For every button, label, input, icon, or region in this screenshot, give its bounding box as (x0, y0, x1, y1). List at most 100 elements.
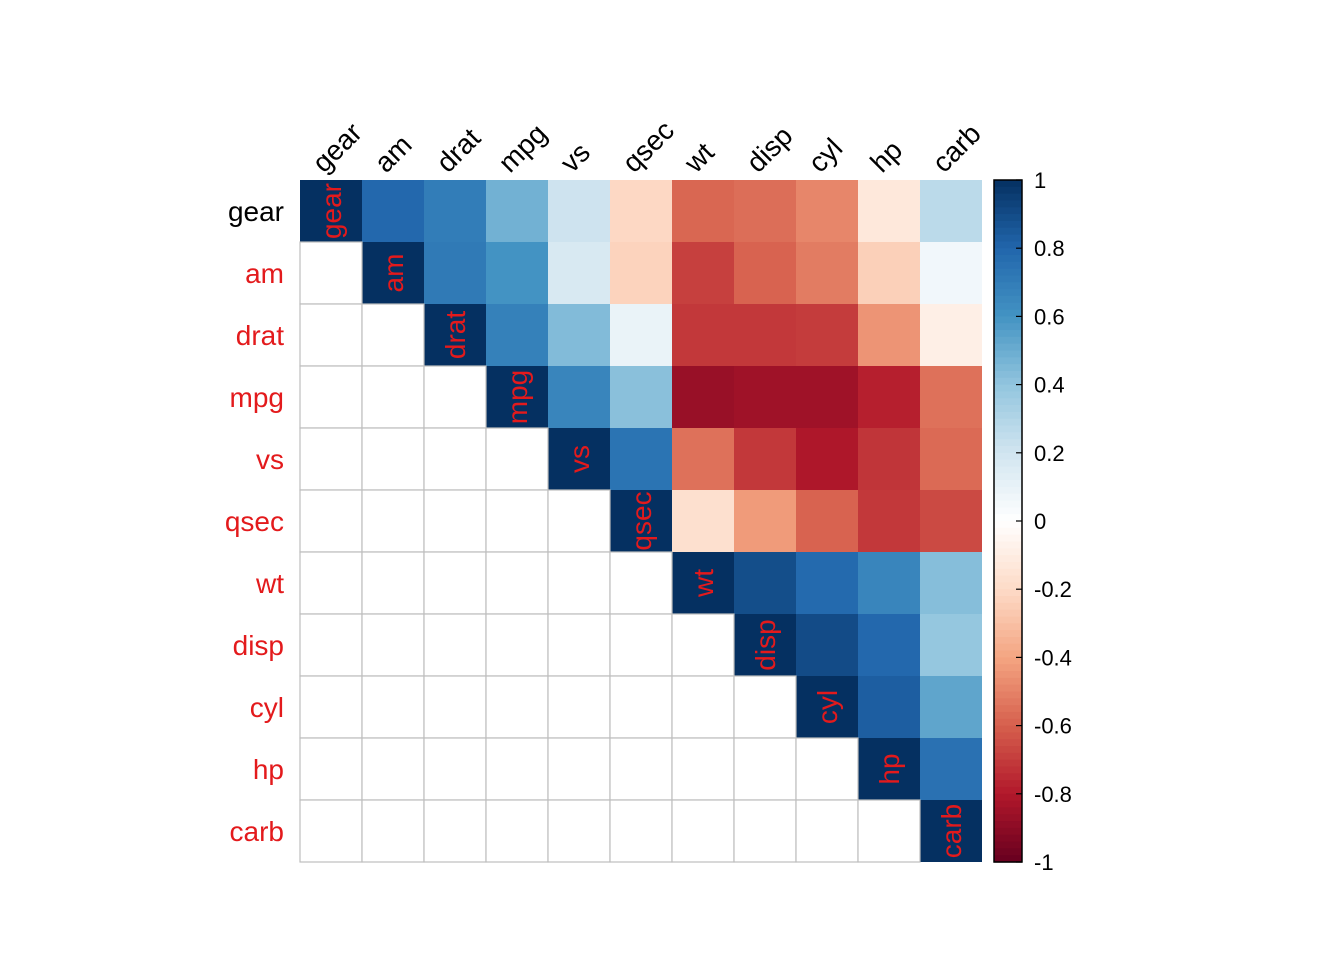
diagonal-label-wt: wt (688, 569, 719, 598)
diagonal-label-hp: hp (874, 753, 905, 784)
cell-qsec-wt (672, 490, 734, 552)
cell-vs-qsec (610, 428, 672, 490)
grid-cell-vs-am (361, 427, 425, 491)
cell-gear-vs (548, 180, 610, 242)
diag-cell-disp (734, 614, 796, 676)
cell-am-carb (920, 242, 982, 304)
grid-cell-disp-am (361, 613, 425, 677)
grid-cell-wt-qsec (609, 551, 673, 615)
diagonal-label-drat: drat (440, 311, 471, 359)
grid-cell-hp-disp (733, 737, 797, 801)
grid-cell-wt-am (361, 551, 425, 615)
grid-cell-vs-drat (423, 427, 487, 491)
cell-qsec-disp (734, 490, 796, 552)
grid-cell-qsec-gear (299, 489, 363, 553)
legend-tick-label: -1 (1034, 850, 1054, 875)
legend-tick-label: 0.4 (1034, 373, 1065, 398)
cell-gear-wt (672, 180, 734, 242)
cell-am-mpg (486, 242, 548, 304)
cell-mpg-disp (734, 366, 796, 428)
legend-tick-label: 0.8 (1034, 236, 1065, 261)
grid-cell-carb-am (361, 799, 425, 863)
grid-cell-disp-qsec (609, 613, 673, 677)
column-label-mpg: mpg (492, 118, 552, 178)
cell-drat-vs (548, 304, 610, 366)
cell-am-hp (858, 242, 920, 304)
row-label-vs: vs (256, 444, 284, 475)
grid-cell-carb-vs (547, 799, 611, 863)
grid-cell-disp-gear (299, 613, 363, 677)
grid-cell-qsec-drat (423, 489, 487, 553)
row-label-mpg: mpg (230, 382, 284, 413)
grid-cell-hp-wt (671, 737, 735, 801)
grid-cell-disp-mpg (485, 613, 549, 677)
diag-cell-carb (920, 800, 982, 862)
diagonal-label-qsec: qsec (626, 491, 657, 550)
cell-mpg-carb (920, 366, 982, 428)
cell-mpg-cyl (796, 366, 858, 428)
grid-cell-mpg-gear (299, 365, 363, 429)
grid-cell-wt-drat (423, 551, 487, 615)
cell-drat-qsec (610, 304, 672, 366)
cell-vs-carb (920, 428, 982, 490)
cell-am-qsec (610, 242, 672, 304)
grid-cell-cyl-vs (547, 675, 611, 739)
grid-cell-hp-vs (547, 737, 611, 801)
cell-wt-disp (734, 552, 796, 614)
cell-gear-carb (920, 180, 982, 242)
legend-tick-label: -0.6 (1034, 714, 1072, 739)
row-label-carb: carb (230, 816, 284, 847)
diagonal-label-cyl: cyl (812, 690, 843, 724)
cell-am-drat (424, 242, 486, 304)
cell-drat-hp (858, 304, 920, 366)
column-label-qsec: qsec (616, 114, 680, 178)
grid-cell-cyl-qsec (609, 675, 673, 739)
grid-cell-carb-mpg (485, 799, 549, 863)
cell-disp-hp (858, 614, 920, 676)
cell-vs-disp (734, 428, 796, 490)
grid-cell-qsec-am (361, 489, 425, 553)
diag-cell-am (362, 242, 424, 304)
diag-cell-gear (300, 180, 362, 242)
legend-tick-label: -0.2 (1034, 577, 1072, 602)
grid-cell-cyl-gear (299, 675, 363, 739)
cell-gear-mpg (486, 180, 548, 242)
cell-qsec-cyl (796, 490, 858, 552)
row-label-drat: drat (236, 320, 284, 351)
diagonal-label-carb: carb (936, 804, 967, 858)
grid-cell-carb-disp (733, 799, 797, 863)
cell-gear-cyl (796, 180, 858, 242)
column-label-wt: wt (678, 136, 721, 179)
grid-cell-hp-drat (423, 737, 487, 801)
legend-tick-label: -0.4 (1034, 645, 1072, 670)
cell-gear-qsec (610, 180, 672, 242)
grid-cell-drat-am (361, 303, 425, 367)
grid-cell-wt-mpg (485, 551, 549, 615)
row-label-hp: hp (253, 754, 284, 785)
cell-drat-carb (920, 304, 982, 366)
cell-am-disp (734, 242, 796, 304)
grid-cell-wt-vs (547, 551, 611, 615)
heatmap-grid (299, 241, 921, 863)
grid-cell-disp-drat (423, 613, 487, 677)
grid-cell-qsec-vs (547, 489, 611, 553)
diag-cell-qsec (610, 490, 672, 552)
legend-tick-label: 0.6 (1034, 304, 1065, 329)
grid-cell-am-gear (299, 241, 363, 305)
cell-gear-am (362, 180, 424, 242)
cell-mpg-qsec (610, 366, 672, 428)
cell-disp-cyl (796, 614, 858, 676)
row-label-qsec: qsec (225, 506, 284, 537)
grid-cell-hp-qsec (609, 737, 673, 801)
grid-cell-drat-gear (299, 303, 363, 367)
grid-cell-hp-gear (299, 737, 363, 801)
grid-cell-hp-am (361, 737, 425, 801)
cell-gear-hp (858, 180, 920, 242)
legend-tick-label: 0 (1034, 509, 1046, 534)
cell-mpg-hp (858, 366, 920, 428)
cell-qsec-hp (858, 490, 920, 552)
cell-wt-cyl (796, 552, 858, 614)
diagonal-label-am: am (378, 254, 409, 293)
column-label-disp: disp (740, 120, 798, 178)
